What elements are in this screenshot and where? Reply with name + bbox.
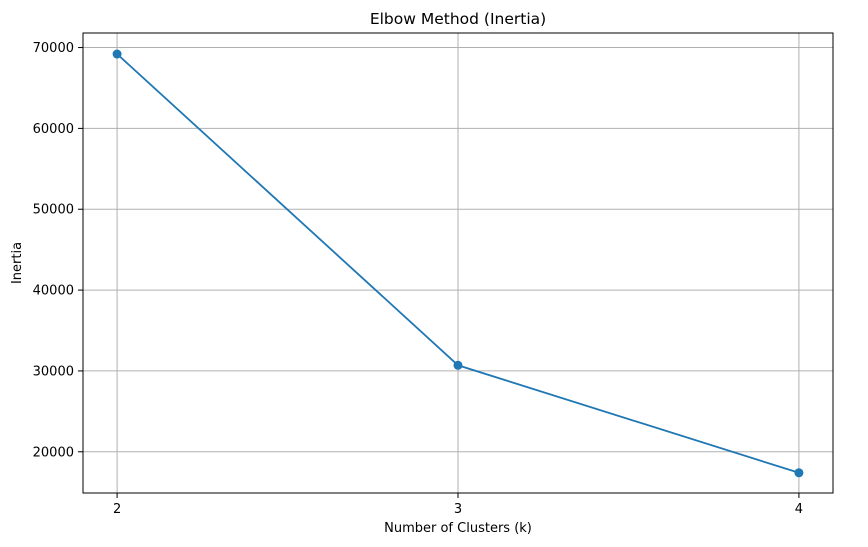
y-tick-label: 30000 — [33, 364, 74, 379]
x-tick-label: 4 — [795, 502, 803, 517]
data-point — [453, 360, 463, 370]
y-tick-label: 60000 — [33, 122, 74, 137]
data-point — [794, 468, 804, 478]
grid-lines — [83, 33, 833, 493]
y-tick-label: 70000 — [33, 41, 74, 56]
tick-layer: 2 3 4 20000 30000 40000 50000 60000 70000 — [33, 41, 803, 517]
x-tick-label: 2 — [113, 502, 121, 517]
data-point — [112, 49, 122, 59]
y-tick-label: 40000 — [33, 284, 74, 299]
y-tick-label: 20000 — [33, 445, 74, 460]
y-tick-label: 50000 — [33, 203, 74, 218]
y-axis-label: Inertia — [10, 242, 25, 284]
series-layer — [112, 49, 804, 478]
x-tick-label: 3 — [454, 502, 462, 517]
chart-title: Elbow Method (Inertia) — [370, 10, 546, 28]
x-axis-label: Number of Clusters (k) — [384, 521, 532, 536]
